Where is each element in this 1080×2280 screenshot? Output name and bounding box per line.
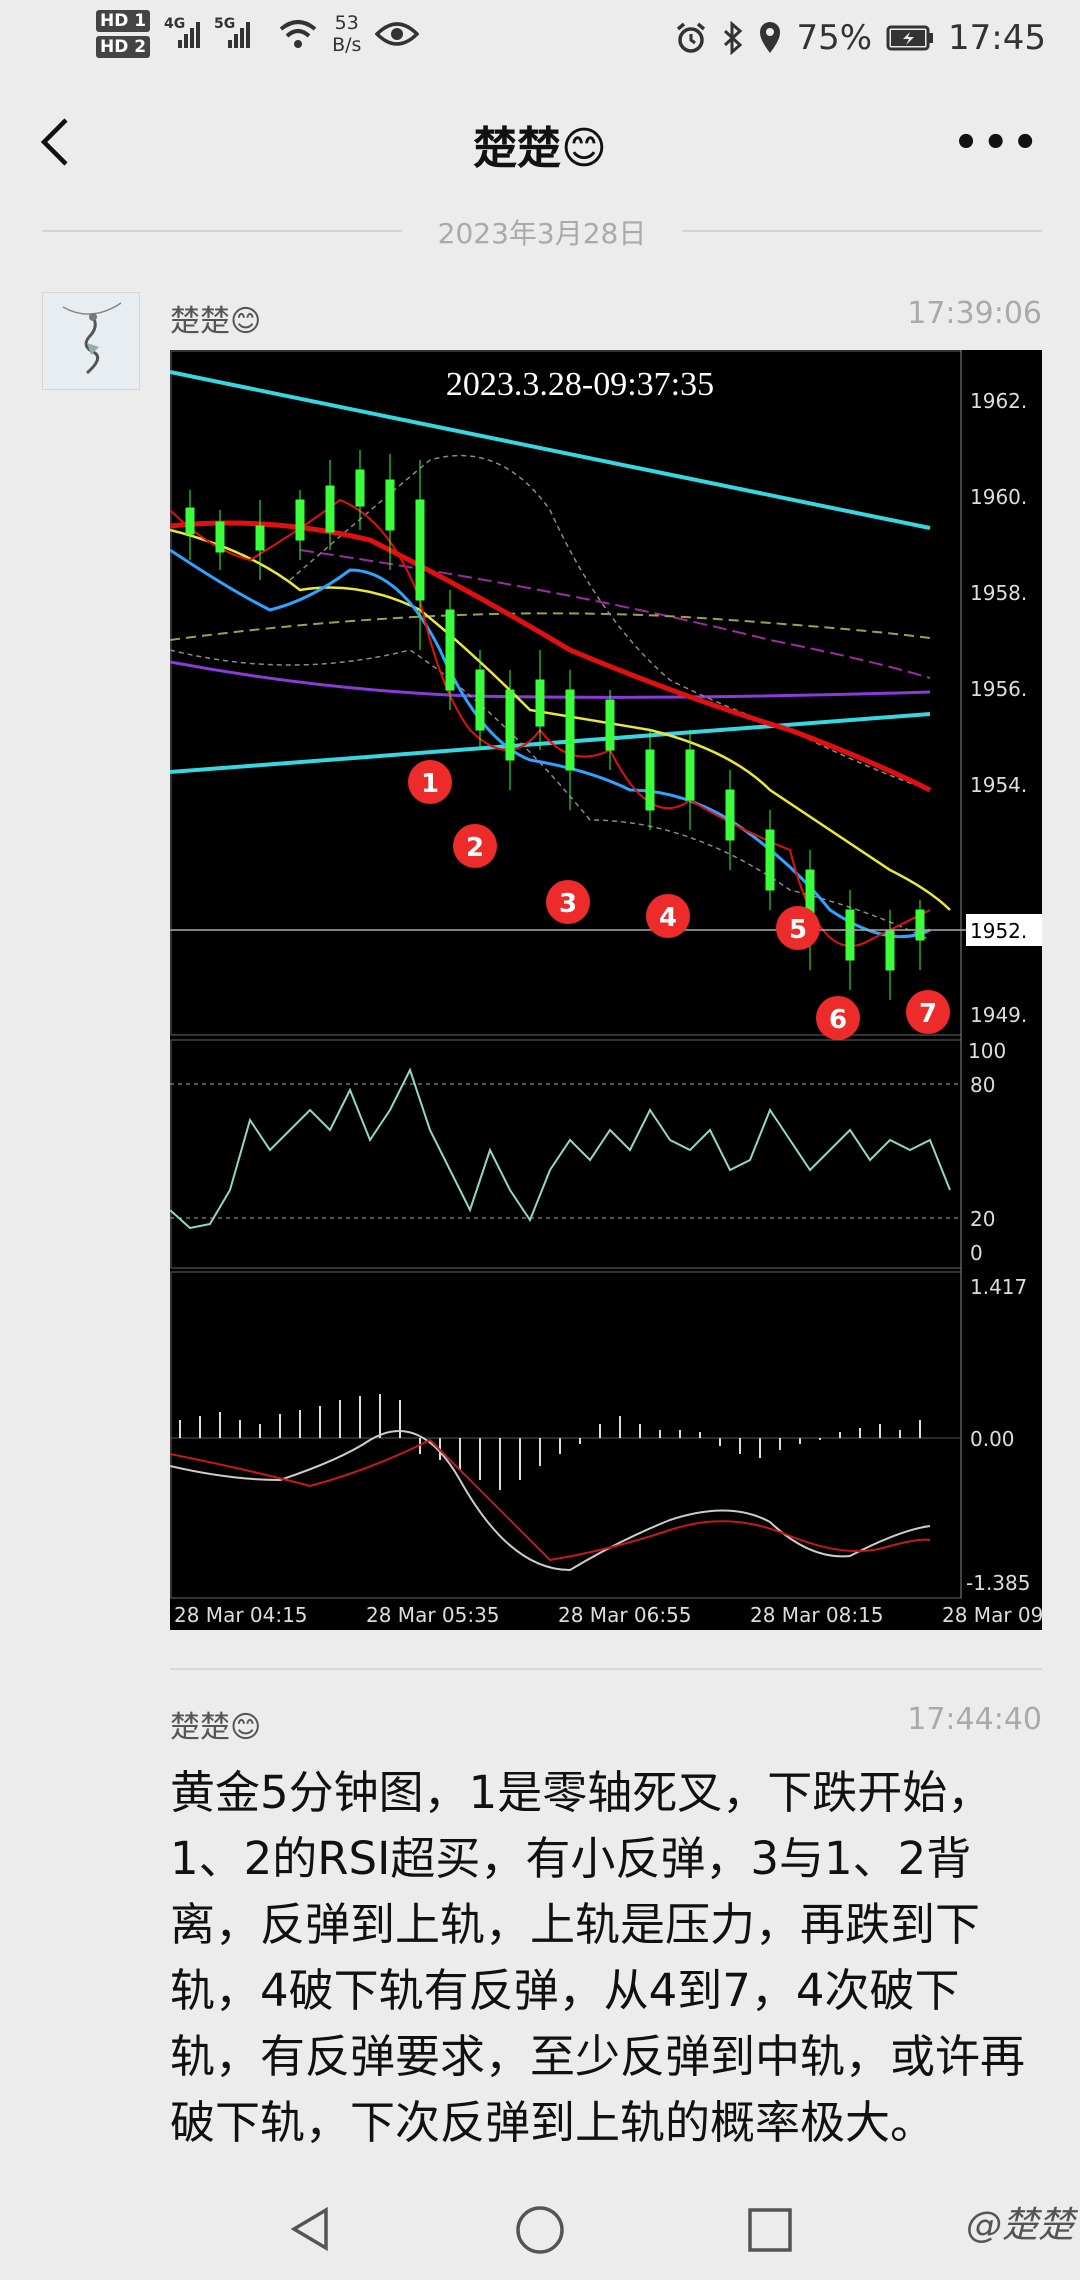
avatar-image — [43, 293, 139, 389]
rsi-label: 20 — [970, 1207, 995, 1231]
chart-image[interactable]: 1952. 2023.3.28-09:37:35 1962. 1960. 195… — [169, 350, 1050, 1630]
current-price-tag: 1952. — [970, 919, 1027, 943]
time-label: 28 Mar 06:55 — [558, 1603, 692, 1627]
message-time: 17:44:40 — [907, 1702, 1042, 1737]
battery-percent: 75% — [796, 18, 873, 58]
home-circle-icon[interactable] — [514, 2204, 566, 2256]
sim1-badge: HD 1 — [96, 10, 151, 32]
price-label: 1949. — [970, 1003, 1027, 1027]
price-label: 1962. — [970, 389, 1027, 413]
price-label: 1960. — [970, 485, 1027, 509]
marker-2: 2 — [466, 833, 484, 863]
marker-3: 3 — [559, 889, 577, 919]
alarm-icon — [677, 22, 706, 53]
time-label: 28 Mar 08:15 — [750, 1603, 884, 1627]
time-label: 28 Mar 04:15 — [174, 1603, 308, 1627]
signal-icon: 4G 5G — [164, 16, 251, 48]
more-icon[interactable]: ••• — [953, 120, 1042, 166]
svg-text:4G: 4G — [164, 16, 185, 32]
message-divider — [170, 1668, 1042, 1670]
time-label: 28 Mar 09: — [942, 1603, 1042, 1627]
macd-label: 0.00 — [970, 1427, 1015, 1451]
chevron-left-icon[interactable] — [34, 116, 78, 168]
rsi-label: 80 — [970, 1073, 995, 1097]
marker-1: 1 — [421, 769, 439, 799]
marker-6: 6 — [829, 1005, 847, 1035]
network-speed: 53 B/s — [332, 12, 362, 56]
watermark: @楚楚 — [965, 2205, 1074, 2246]
rsi-label: 0 — [970, 1241, 983, 1265]
marker-5: 5 — [789, 915, 807, 945]
chart-svg: 1952. 2023.3.28-09:37:35 1962. 1960. 195… — [169, 350, 1050, 1630]
price-label: 1954. — [970, 773, 1027, 797]
chat-title: 楚楚😊 — [473, 123, 607, 174]
recents-square-icon[interactable] — [746, 2206, 794, 2254]
price-label: 1956. — [970, 677, 1027, 701]
avatar[interactable] — [42, 292, 140, 390]
date-separator: 2023年3月28日 — [42, 210, 1042, 250]
price-label: 1958. — [970, 581, 1027, 605]
message-sender: 楚楚😊 — [170, 1710, 262, 1745]
message-sender: 楚楚😊 — [170, 304, 262, 339]
macd-label: -1.385 — [966, 1571, 1030, 1595]
status-bar: HD 1 HD 2 4G 5G 53 B/s — [0, 0, 1080, 72]
rsi-label: 100 — [968, 1039, 1006, 1063]
marker-4: 4 — [659, 903, 677, 933]
macd-label: 1.417 — [970, 1275, 1027, 1299]
system-navigation — [0, 2180, 1080, 2280]
chart-overlay-title: 2023.3.28-09:37:35 — [446, 366, 714, 403]
svg-text:5G: 5G — [214, 16, 235, 32]
message-time: 17:39:06 — [907, 296, 1042, 331]
eye-icon — [375, 22, 420, 46]
sim2-badge: HD 2 — [96, 36, 151, 58]
clock: 17:45 — [948, 18, 1046, 58]
sim-badges: HD 1 HD 2 — [96, 10, 151, 58]
time-label: 28 Mar 05:35 — [366, 1603, 500, 1627]
battery-icon — [886, 25, 934, 51]
back-triangle-icon[interactable] — [286, 2204, 336, 2254]
wifi-icon — [279, 20, 317, 48]
marker-7: 7 — [919, 999, 937, 1029]
bluetooth-icon — [724, 21, 743, 55]
location-icon — [760, 22, 781, 53]
chat-header: 楚楚😊 ••• — [0, 90, 1080, 190]
message-text[interactable]: 黄金5分钟图，1是零轴死叉，下跌开始，1、2的RSI超买，有小反弹，3与1、2背… — [170, 1766, 1026, 2149]
